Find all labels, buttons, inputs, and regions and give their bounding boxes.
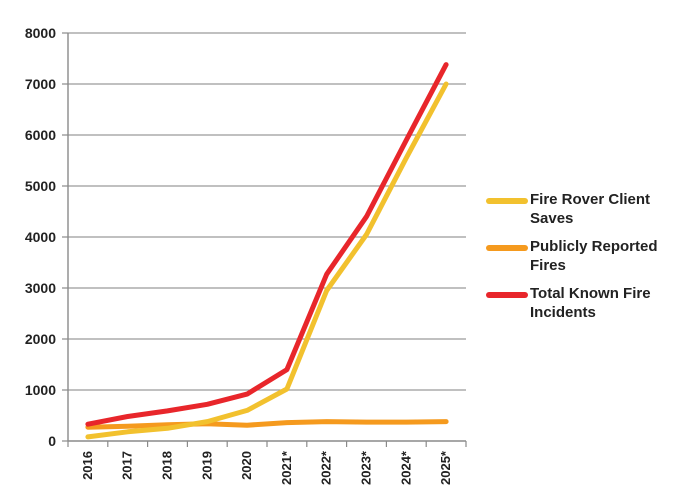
x-tick-label: 2021* [279,450,294,485]
x-tick-label: 2016 [80,451,95,480]
x-tick-label: 2017 [120,451,135,480]
y-tick-label: 5000 [25,178,56,194]
series-line-2 [85,62,449,427]
y-tick-label: 3000 [25,280,56,296]
legend-swatch-client-saves [486,198,528,204]
legend-label-public-fires: Publicly Reported Fires [530,238,658,274]
y-tick-label: 1000 [25,382,56,398]
x-tick-label: 2025* [438,450,453,485]
x-tick-label: 2018 [160,451,175,480]
y-tick-label: 7000 [25,76,56,92]
legend-item-client-saves: Fire Rover Client Saves [486,190,686,228]
x-axis-ticks: 2016 2017 2018 2019 2020 2021* 2022* 2023* 2024*… [67,441,467,485]
legend: Fire Rover Client Saves Publicly Reporte… [486,190,686,331]
x-tick-label: 2022* [319,450,334,485]
y-tick-label: 0 [48,433,56,449]
legend-item-total-incidents: Total Known Fire Incidents [486,284,686,322]
y-tick-label: 4000 [25,229,56,245]
x-tick-label: 2023* [359,450,374,485]
series-line-0 [85,81,449,440]
x-tick-label: 2024* [398,450,413,485]
legend-item-public-fires: Publicly Reported Fires [486,237,686,275]
y-axis-ticks: 0 1000 2000 3000 4000 5000 6000 7000 8000 [25,25,68,449]
y-tick-label: 8000 [25,25,56,41]
y-tick-label: 2000 [25,331,56,347]
legend-label-client-saves: Fire Rover Client Saves [530,191,651,227]
legend-label-total-incidents: Total Known Fire Incidents [530,285,651,321]
gridlines [68,32,466,391]
series-line-1 [85,419,449,430]
legend-swatch-total-incidents [486,292,528,298]
y-tick-label: 6000 [25,127,56,143]
legend-swatch-public-fires [486,245,528,251]
x-tick-label: 2020 [239,451,254,480]
series-lines [85,62,449,440]
x-tick-label: 2019 [199,451,214,480]
